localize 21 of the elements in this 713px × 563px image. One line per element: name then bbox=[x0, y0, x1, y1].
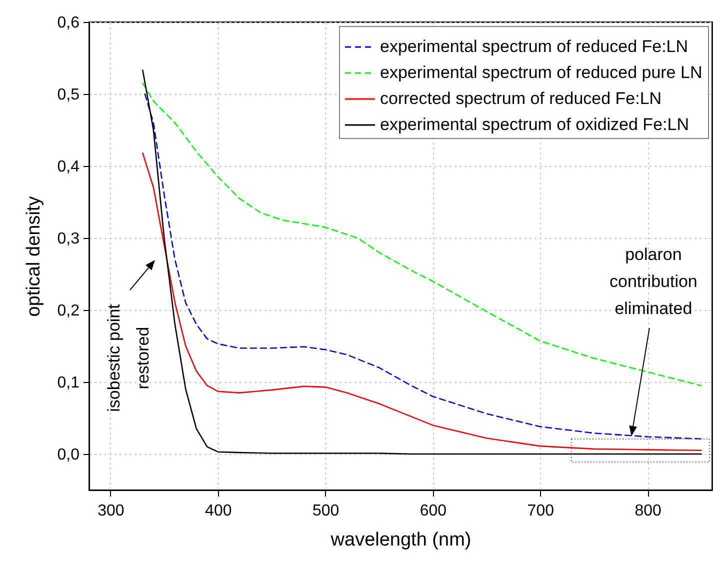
y-axis-title: optical density bbox=[23, 196, 44, 317]
annotation: isobestic point restored bbox=[104, 304, 152, 412]
x-tick-label: 800 bbox=[634, 502, 662, 520]
legend-label: experimental spectrum of oxidized Fe:LN bbox=[380, 115, 689, 134]
y-tick-label: 0,3 bbox=[57, 230, 80, 248]
y-tick-label: 0,2 bbox=[57, 302, 80, 320]
legend-label: experimental spectrum of reduced Fe:LN bbox=[380, 37, 688, 56]
annotation: polaron contribution eliminated bbox=[609, 245, 698, 318]
x-axis-title: wavelength (nm) bbox=[330, 530, 472, 550]
y-tick-label: 0,5 bbox=[57, 86, 80, 104]
x-tick-label: 500 bbox=[312, 502, 340, 520]
y-tick-label: 0,6 bbox=[57, 14, 80, 32]
y-tick-label: 0,1 bbox=[57, 374, 80, 392]
x-tick-label: 300 bbox=[98, 502, 124, 520]
y-tick-label: 0,4 bbox=[57, 158, 80, 176]
legend-label: experimental spectrum of reduced pure LN bbox=[380, 63, 702, 82]
x-tick-label: 600 bbox=[420, 502, 447, 520]
y-tick-label: 0,0 bbox=[57, 446, 80, 464]
x-tick-label: 400 bbox=[205, 502, 232, 520]
x-tick-label: 700 bbox=[527, 502, 554, 520]
legend-label: corrected spectrum of reduced Fe:LN bbox=[380, 89, 662, 108]
